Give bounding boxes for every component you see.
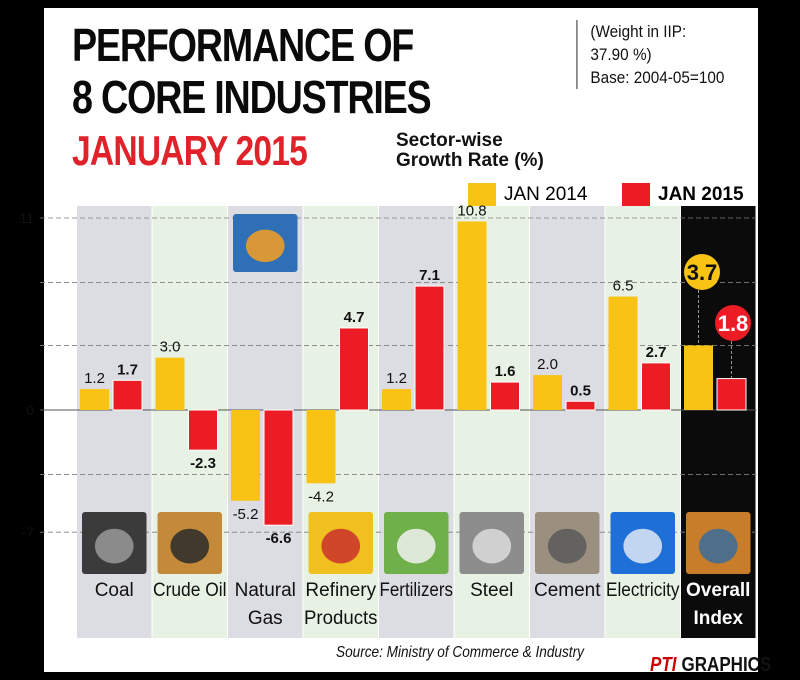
category-label: Steel — [470, 580, 513, 601]
period-label: JANUARY 2015 — [72, 127, 308, 174]
icon-shape — [245, 229, 285, 263]
bar-value-label: 2.7 — [646, 344, 667, 361]
light-bulb-photo-icon — [610, 512, 675, 574]
legend-jan-2015: JAN 2015 — [622, 182, 744, 208]
category-label: Overall — [686, 580, 750, 601]
category-label: Products — [304, 608, 378, 629]
icon-shape — [623, 528, 663, 564]
bar-jan-2014 — [306, 410, 336, 484]
bar-value-label: -6.6 — [266, 530, 292, 547]
steel-rods-photo-icon — [459, 512, 524, 574]
category-label: Coal — [95, 580, 134, 601]
icon-shape — [170, 528, 210, 564]
fuel-nozzle-photo-icon — [308, 512, 373, 574]
bar-value-label: 6.5 — [613, 278, 634, 295]
weight-note: (Weight in IIP: 37.90 %) Base: 2004-05=1… — [576, 20, 724, 89]
bar-value-label: 3.7 — [687, 260, 718, 285]
brand-graphics-text: GRAPHICS — [681, 654, 772, 676]
bar-jan-2015 — [339, 327, 369, 411]
chart-subtitle: Sector-wise Growth Rate (%) — [396, 131, 544, 171]
bar-value-label: 1.8 — [718, 311, 749, 336]
brand-credit: PTI GRAPHICS — [650, 654, 771, 677]
bar-jan-2015 — [565, 400, 596, 411]
bar-jan-2014 — [608, 296, 638, 410]
icon-shape — [321, 528, 361, 564]
legend-label-jan-2015: JAN 2015 — [658, 184, 744, 205]
bar-jan-2014 — [231, 410, 260, 501]
bar-value-label: -5.2 — [233, 506, 259, 523]
fertilizer-sacks-photo-icon — [384, 512, 449, 574]
y-tick-label: 11 — [19, 210, 34, 226]
bar-jan-2015 — [490, 381, 520, 411]
oil-pump-photo-icon — [157, 512, 222, 574]
weight-note-line-1: (Weight in IIP: — [590, 22, 687, 41]
bar-jan-2015 — [716, 378, 747, 411]
source-note: Source: Ministry of Commerce & Industry — [336, 644, 584, 661]
gas-flare-photo-icon — [233, 214, 298, 272]
bar-jan-2015 — [188, 409, 218, 451]
category-label: Index — [693, 608, 743, 629]
category-label: Refinery — [305, 580, 376, 601]
category-label: Electricity — [606, 580, 680, 601]
bar-value-label: -4.2 — [308, 488, 334, 505]
category-label: Gas — [248, 608, 283, 629]
bar-value-label: 7.1 — [419, 267, 440, 284]
bar-value-label: 1.2 — [84, 370, 105, 387]
icon-shape — [396, 528, 436, 564]
bar-value-label: 10.8 — [457, 202, 486, 219]
y-tick-label: -7 — [22, 524, 35, 540]
title-line-1: PERFORMANCE OF — [72, 19, 414, 71]
bar-jan-2014 — [155, 357, 185, 410]
bar-jan-2015 — [112, 379, 143, 411]
bar-value-label: 1.7 — [117, 361, 138, 378]
title-line-2: 8 CORE INDUSTRIES — [72, 71, 432, 123]
legend-swatch-yellow — [468, 183, 496, 207]
bar-value-label: -2.3 — [190, 455, 216, 472]
bar-value-label: 4.7 — [344, 309, 365, 326]
subtitle-line-1: Sector-wise — [396, 130, 503, 151]
brand-logo-text: PTI — [650, 654, 677, 676]
y-tick-label: 0 — [26, 402, 34, 418]
bar-jan-2014 — [382, 389, 411, 410]
bar-jan-2014 — [457, 221, 487, 410]
bar-value-label: 1.2 — [386, 370, 407, 387]
weight-note-line-2: 37.90 %) — [590, 45, 652, 64]
bar-value-label: 1.6 — [495, 363, 516, 380]
category-label: Crude Oil — [153, 580, 227, 601]
legend-label-jan-2014: JAN 2014 — [504, 184, 588, 205]
overall-index-photo-icon — [686, 512, 751, 574]
bar-jan-2014 — [80, 389, 109, 410]
icon-shape — [472, 528, 512, 564]
icon-shape — [94, 528, 134, 564]
legend-swatch-red — [622, 183, 650, 207]
bar-value-label: 3.0 — [160, 339, 181, 356]
bar-value-label: 2.0 — [537, 356, 558, 373]
bar-jan-2014 — [684, 345, 713, 410]
bar-jan-2015 — [263, 409, 294, 526]
bar-jan-2014 — [533, 375, 562, 410]
category-label: Cement — [534, 580, 601, 601]
bar-jan-2015 — [414, 285, 445, 411]
bar-jan-2015 — [641, 362, 671, 411]
icon-shape — [547, 528, 587, 564]
cement-photo-icon — [535, 512, 600, 574]
bar-value-label: 0.5 — [570, 382, 591, 399]
weight-note-line-3: Base: 2004-05=100 — [590, 68, 725, 87]
legend-jan-2014: JAN 2014 — [468, 182, 587, 208]
overall-value-badge — [684, 254, 720, 290]
icon-shape — [698, 528, 738, 564]
category-label: Fertilizers — [380, 580, 454, 601]
subtitle-line-2: Growth Rate (%) — [396, 150, 544, 171]
coal-photo-icon — [82, 512, 147, 574]
category-label: Natural — [235, 580, 296, 601]
overall-value-badge — [715, 305, 751, 341]
